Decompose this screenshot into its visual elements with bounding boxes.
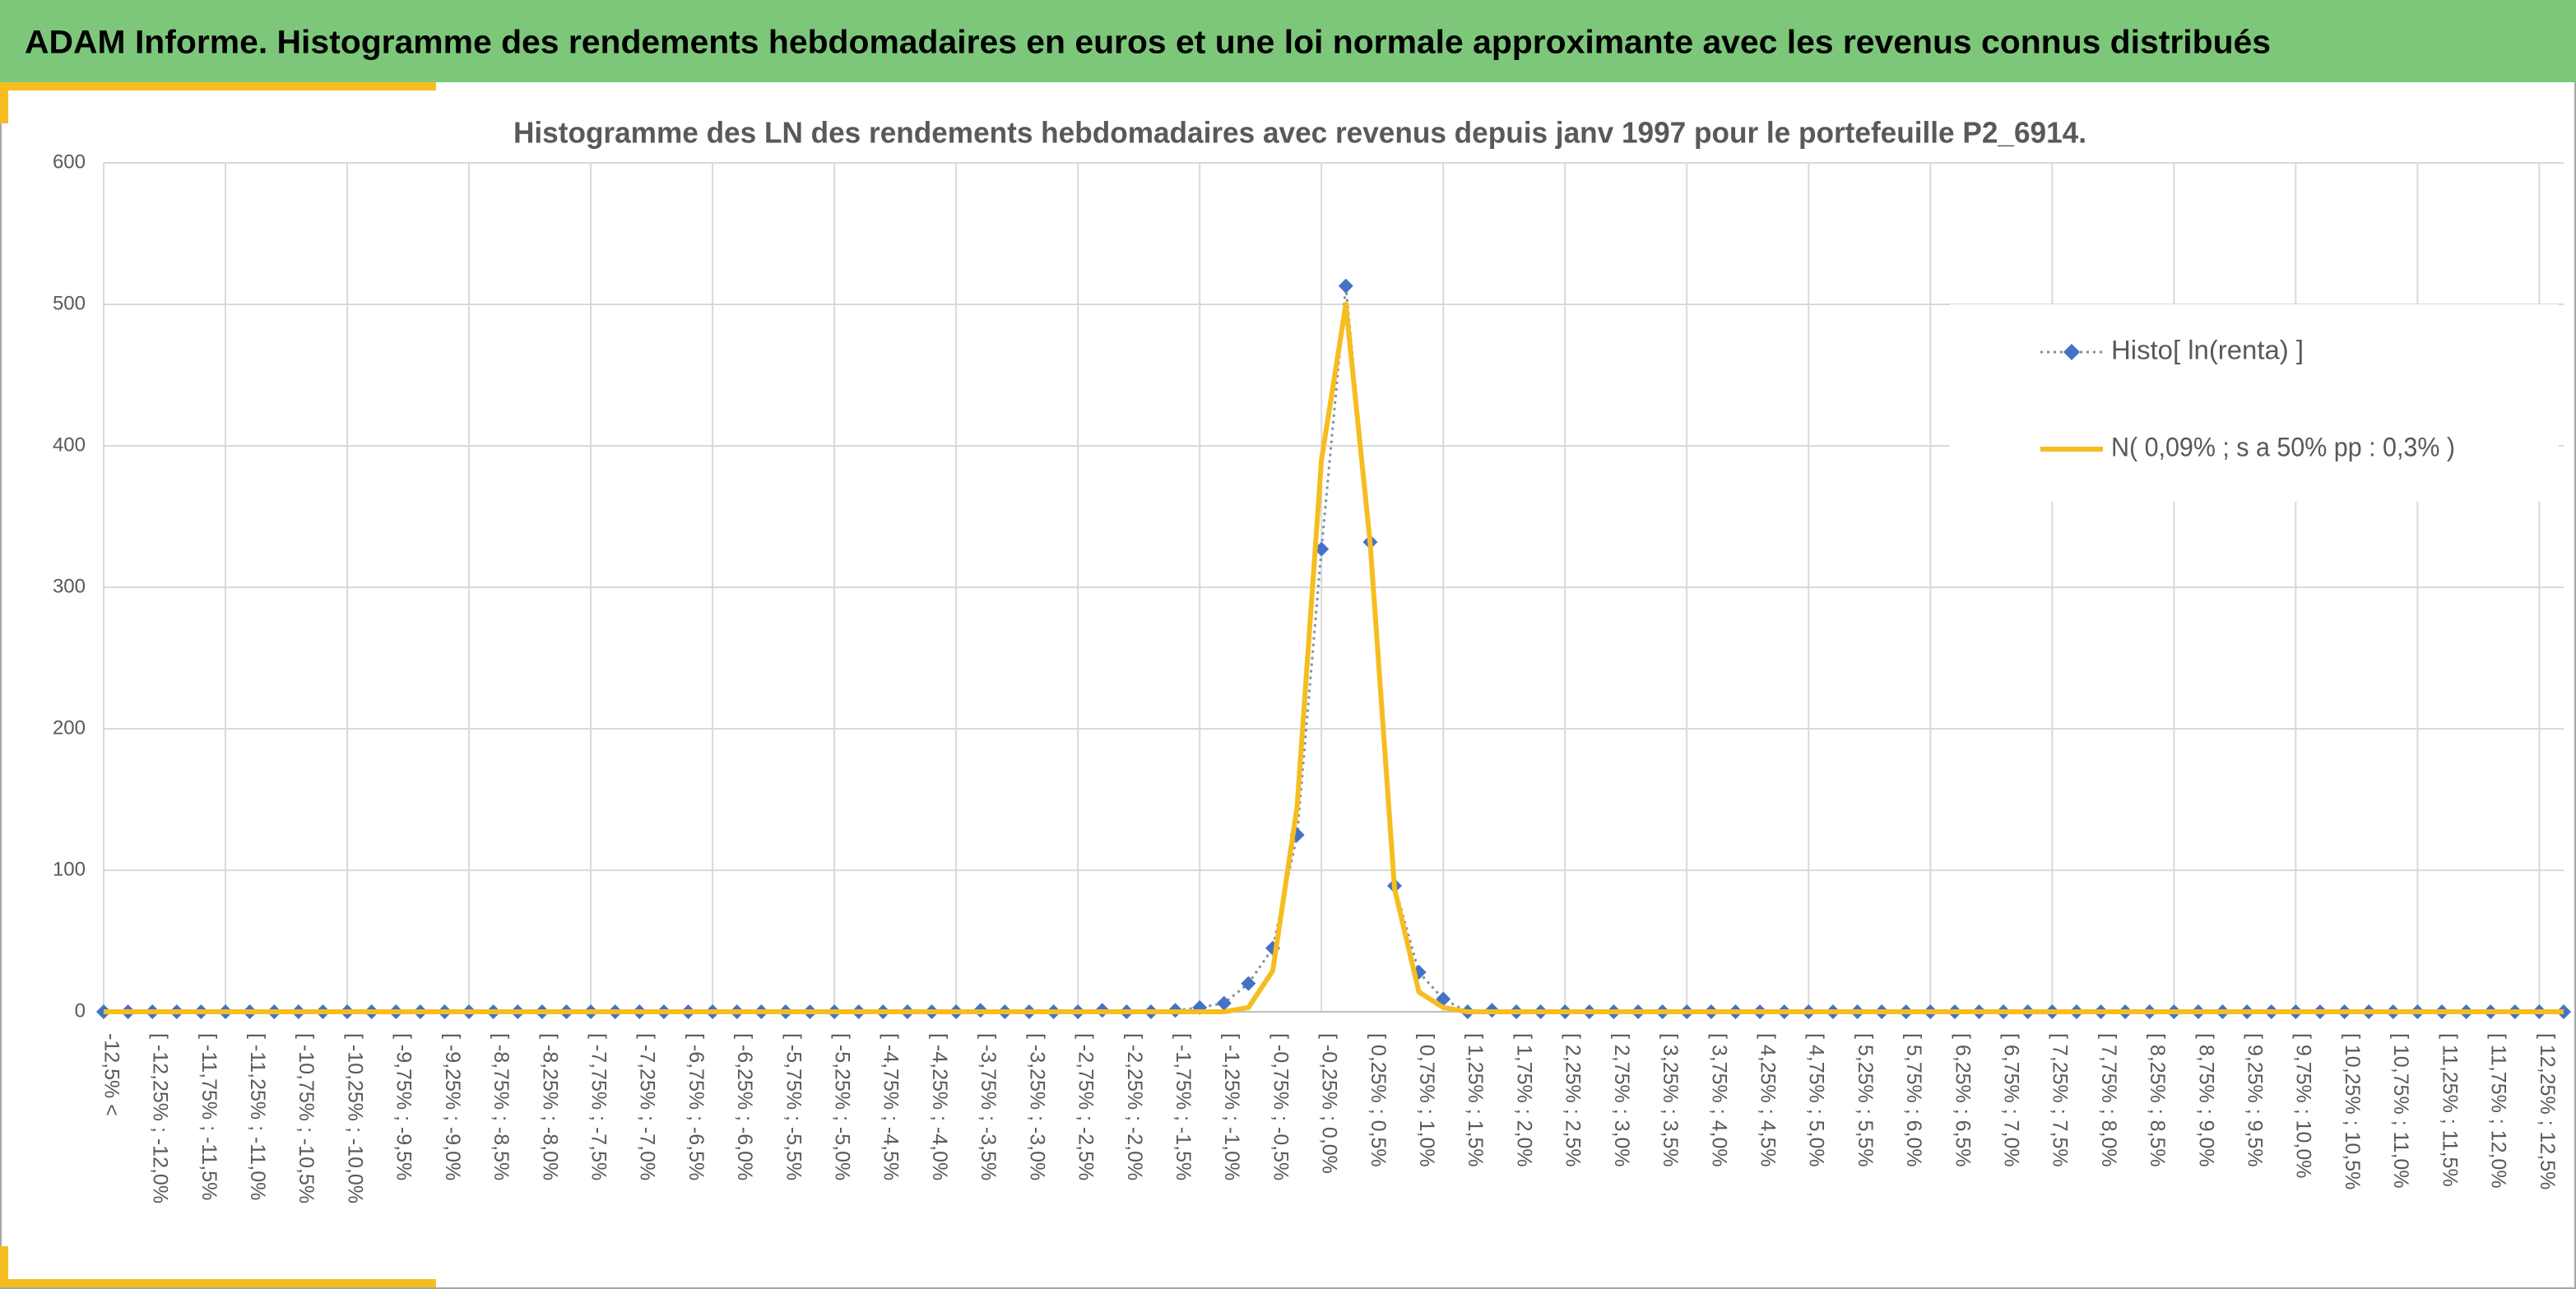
- x-tick-label: [ 0,75% ; 1,0%: [1415, 1033, 1438, 1167]
- x-tick-label: [ 8,25% ; 8,5%: [2146, 1033, 2169, 1167]
- x-tick-label: [ 1,75% ; 2,0%: [1512, 1033, 1535, 1167]
- x-tick-label: [ -6,25% ; -6,0%: [733, 1033, 756, 1180]
- x-tick-label: [ 1,25% ; 1,5%: [1464, 1033, 1487, 1167]
- y-tick-label: 0: [75, 999, 86, 1022]
- x-tick-label: [ -10,75% ; -10,5%: [295, 1033, 318, 1203]
- x-tick-label: [ -7,25% ; -7,0%: [636, 1033, 659, 1180]
- data-point: [1338, 278, 1353, 294]
- accent-top: [0, 82, 436, 90]
- x-tick-label: [ -0,25% ; 0,0%: [1318, 1033, 1341, 1174]
- x-tick-label: [ 4,75% ; 5,0%: [1805, 1033, 1828, 1167]
- x-tick-label: [ -10,25% ; -10,0%: [343, 1033, 366, 1203]
- x-tick-label: [ 6,25% ; 6,5%: [1951, 1033, 1974, 1167]
- x-tick-label: [ 5,75% ; 6,0%: [1902, 1033, 1925, 1167]
- y-tick-label: 600: [53, 151, 86, 173]
- x-tick-label: [ -2,75% ; -2,5%: [1074, 1033, 1098, 1180]
- x-tick-label: [ 11,25% ; 11,5%: [2438, 1033, 2461, 1187]
- x-tick-label: [ 0,25% ; 0,5%: [1367, 1033, 1390, 1167]
- x-tick-label: [ -11,25% ; -11,0%: [246, 1033, 269, 1200]
- x-tick-label: [ 3,75% ; 4,0%: [1707, 1033, 1730, 1167]
- x-tick-label: [ 10,25% ; 10,5%: [2341, 1033, 2364, 1189]
- x-tick-label: [ -7,75% ; -7,5%: [587, 1033, 610, 1180]
- y-tick-label: 500: [53, 292, 86, 314]
- header-title: ADAM Informe. Histogramme des rendements…: [25, 25, 2271, 61]
- accent-left-bottom: [0, 1246, 8, 1287]
- x-tick-label: [ -1,25% ; -1,0%: [1220, 1033, 1243, 1180]
- legend-label: N( 0,09% ; s a 50% pp : 0,3% ): [2111, 432, 2455, 461]
- accent-left-top: [0, 82, 8, 123]
- x-tick-label: [ -12,25% ; -12,0%: [149, 1033, 172, 1203]
- x-tick-label: [ 9,25% ; 9,5%: [2244, 1033, 2267, 1167]
- data-point: [1216, 995, 1232, 1011]
- x-tick-label: [ -0,75% ; -0,5%: [1269, 1033, 1292, 1180]
- x-tick-label: [ -2,25% ; -2,0%: [1123, 1033, 1146, 1180]
- x-tick-label: [ 9,75% ; 10,0%: [2292, 1033, 2315, 1179]
- x-tick-label: [ 11,75% ; 12,0%: [2487, 1033, 2510, 1189]
- x-tick-label: -12,5% <: [100, 1033, 123, 1116]
- x-tick-label: [ 8,75% ; 9,0%: [2194, 1033, 2217, 1167]
- x-tick-label: [ 2,25% ; 2,5%: [1562, 1033, 1585, 1167]
- x-tick-label: [ -4,75% ; -4,5%: [880, 1033, 903, 1180]
- accent-bottom: [0, 1279, 436, 1287]
- x-tick-label: [ -3,25% ; -3,0%: [1025, 1033, 1048, 1180]
- x-tick-label: [ 3,25% ; 3,5%: [1659, 1033, 1682, 1167]
- series-line: [104, 302, 2564, 1014]
- x-tick-label: [ 5,25% ; 5,5%: [1854, 1033, 1877, 1167]
- data-point: [1241, 976, 1256, 991]
- x-tick-label: [ -8,75% ; -8,5%: [490, 1033, 513, 1180]
- x-tick-label: [ 12,25% ; 12,5%: [2536, 1033, 2559, 1189]
- x-tick-label: [ -6,75% ; -6,5%: [685, 1033, 708, 1180]
- x-tick-label: [ -1,75% ; -1,5%: [1172, 1033, 1195, 1180]
- x-tick-label: [ -4,25% ; -4,0%: [928, 1033, 951, 1180]
- header-bar: [0, 0, 2576, 82]
- x-tick-label: [ -5,25% ; -5,0%: [831, 1033, 854, 1180]
- x-tick-label: [ 4,25% ; 4,5%: [1756, 1033, 1779, 1167]
- y-tick-label: 200: [53, 716, 86, 739]
- x-tick-label: [ 10,75% ; 11,0%: [2389, 1033, 2412, 1189]
- legend-box: [1950, 304, 2559, 502]
- x-tick-label: [ 2,75% ; 3,0%: [1610, 1033, 1633, 1167]
- legend-label: Histo[ ln(renta) ]: [2111, 335, 2304, 364]
- x-tick-label: [ -9,75% ; -9,5%: [392, 1033, 415, 1180]
- y-tick-label: 100: [53, 858, 86, 880]
- x-tick-label: [ 6,75% ; 7,0%: [1999, 1033, 2022, 1167]
- x-tick-label: [ -9,25% ; -9,0%: [441, 1033, 464, 1180]
- x-tick-label: [ 7,25% ; 7,5%: [2049, 1033, 2072, 1167]
- y-tick-label: 400: [53, 434, 86, 456]
- x-tick-label: [ -8,25% ; -8,0%: [538, 1033, 561, 1180]
- legend-marker: [2063, 344, 2080, 360]
- y-tick-label: 300: [53, 575, 86, 597]
- x-tick-label: [ -3,75% ; -3,5%: [977, 1033, 1000, 1180]
- chart-title: Histogramme des LN des rendements hebdom…: [513, 116, 2086, 150]
- x-tick-label: [ 7,75% ; 8,0%: [2097, 1033, 2120, 1167]
- x-tick-label: [ -5,75% ; -5,5%: [782, 1033, 805, 1180]
- x-tick-label: [ -11,75% ; -11,5%: [197, 1033, 220, 1200]
